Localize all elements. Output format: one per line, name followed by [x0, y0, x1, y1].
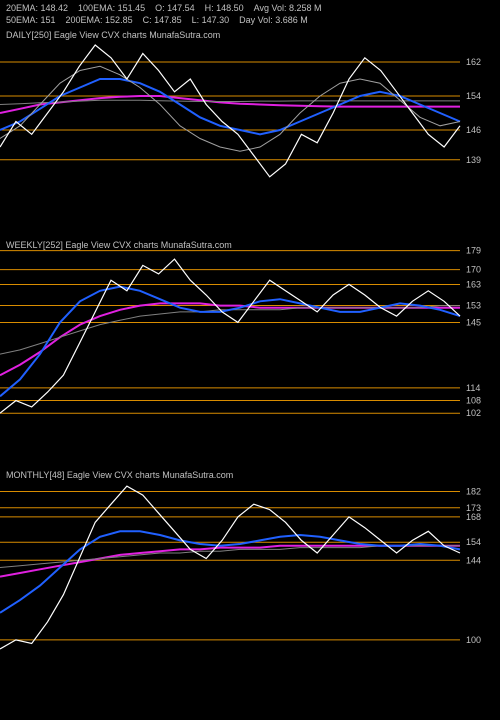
panel-title: MONTHLY[48] Eagle View CVX charts Munafa… [6, 470, 233, 480]
svg-text:162: 162 [466, 57, 481, 67]
svg-text:144: 144 [466, 555, 481, 565]
svg-text:145: 145 [466, 317, 481, 327]
svg-text:179: 179 [466, 246, 481, 256]
svg-text:102: 102 [466, 408, 481, 418]
svg-text:182: 182 [466, 487, 481, 497]
chart-svg: 182173168154144100 [0, 468, 500, 658]
panel-title: DAILY[250] Eagle View CVX charts MunafaS… [6, 30, 220, 40]
chart-panel-monthly: MONTHLY[48] Eagle View CVX charts Munafa… [0, 468, 500, 658]
svg-text:154: 154 [466, 537, 481, 547]
chart-panel-weekly: WEEKLY[252] Eagle View CVX charts Munafa… [0, 238, 500, 428]
ohlc-header: 20EMA: 148.42100EMA: 151.45O: 147.54H: 1… [6, 2, 332, 26]
chart-svg: 162 154 146 139 [0, 28, 500, 198]
chart-panel-daily: DAILY[250] Eagle View CVX charts MunafaS… [0, 28, 500, 198]
svg-text:170: 170 [466, 265, 481, 275]
chart-svg: 179 170 163 153 145 114 108 102 [0, 238, 500, 428]
panel-title: WEEKLY[252] Eagle View CVX charts Munafa… [6, 240, 232, 250]
svg-text:163: 163 [466, 279, 481, 289]
header-line-2: 50EMA: 151200EMA: 152.85C: 147.85L: 147.… [6, 14, 332, 26]
svg-text:154: 154 [466, 91, 481, 101]
svg-text:108: 108 [466, 396, 481, 406]
header-line-1: 20EMA: 148.42100EMA: 151.45O: 147.54H: 1… [6, 2, 332, 14]
svg-text:153: 153 [466, 301, 481, 311]
svg-text:139: 139 [466, 155, 481, 165]
svg-text:168: 168 [466, 512, 481, 522]
svg-text:114: 114 [466, 383, 480, 393]
svg-text:100: 100 [466, 635, 481, 645]
svg-text:146: 146 [466, 125, 481, 135]
